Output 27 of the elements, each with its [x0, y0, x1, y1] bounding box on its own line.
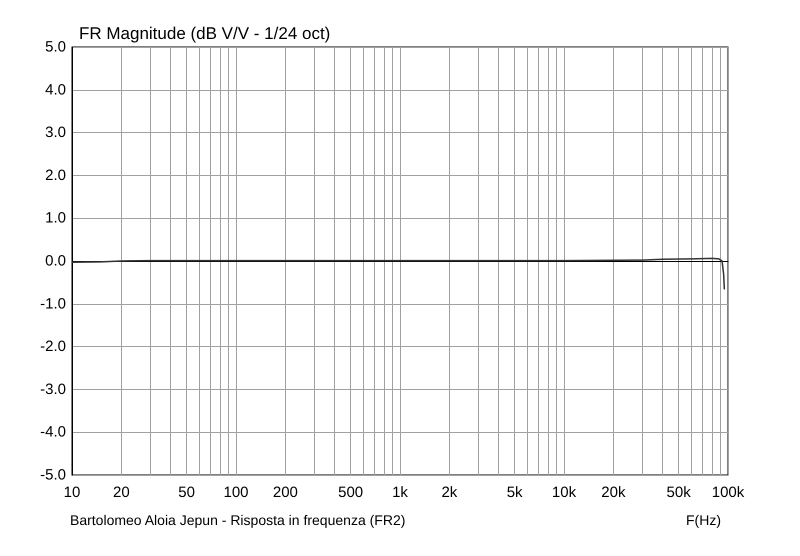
x-tick-label: 50k [666, 484, 692, 501]
x-tick-label: 50 [178, 484, 195, 501]
x-tick-label: 20 [113, 484, 130, 501]
text: Bartolomeo Aloia Jepun - Risposta in frequenza (FR2) [70, 512, 406, 528]
y-tick-label: -5.0 [40, 466, 66, 484]
x-tick-label: 10 [64, 484, 80, 501]
y-tick-label: 5.0 [45, 38, 66, 56]
x-tick-label: 2k [441, 484, 458, 501]
x-tick-label: 20k [601, 484, 626, 501]
y-tick-label: 0.0 [45, 252, 66, 270]
y-tick-label: -1.0 [40, 295, 66, 312]
x-tick-label: 10k [552, 484, 577, 501]
x-tick-label: 500 [338, 484, 364, 501]
y-tick-label: 1.0 [45, 210, 66, 227]
x-tick-label: 100 [223, 484, 249, 501]
y-tick-label: -2.0 [40, 338, 66, 356]
y-tick-label: 2.0 [45, 166, 66, 184]
x-tick-label: 1k [392, 484, 408, 501]
x-tick-label: 200 [272, 484, 298, 501]
y-tick-label: 3.0 [45, 124, 66, 142]
chart-title: FR Magnitude (dB V/V - 1/24 oct) [79, 24, 330, 43]
y-tick-label: -3.0 [40, 380, 66, 398]
x-tick-label: 100k [712, 484, 745, 501]
y-tick-label: 4.0 [45, 81, 66, 98]
y-tick-label: -4.0 [40, 424, 66, 441]
x-tick-label: 5k [506, 484, 524, 501]
x-axis-title: F(Hz) [686, 512, 721, 528]
